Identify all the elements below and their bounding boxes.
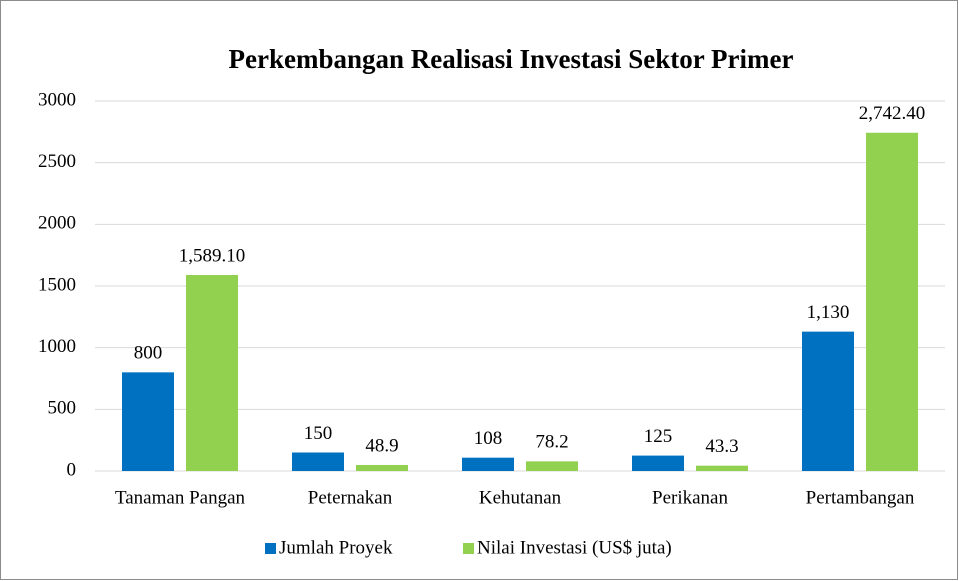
y-tick-label: 1000 [38, 336, 76, 357]
bar [866, 132, 918, 471]
legend-swatch [265, 543, 276, 554]
data-label: 43.3 [705, 436, 738, 457]
data-label: 800 [134, 343, 163, 364]
data-label: 150 [304, 423, 333, 444]
data-label: 125 [644, 426, 673, 447]
bar [632, 455, 684, 471]
y-tick-label: 2000 [38, 213, 76, 234]
y-tick-label: 1500 [38, 274, 76, 295]
chart-title: Perkembangan Realisasi Investasi Sektor … [229, 44, 794, 74]
bar [526, 461, 578, 471]
x-tick-label: Tanaman Pangan [115, 487, 246, 508]
bar [462, 457, 514, 471]
legend-label: Nilai Investasi (US$ juta) [477, 537, 672, 558]
y-tick-label: 3000 [38, 89, 76, 110]
y-tick-label: 2500 [38, 151, 76, 172]
bar [356, 464, 408, 471]
bar [696, 465, 748, 471]
bar [802, 331, 854, 471]
bar [186, 275, 238, 471]
data-label: 48.9 [365, 435, 398, 456]
y-tick-label: 0 [67, 459, 77, 480]
legend-swatch [463, 543, 474, 554]
data-label: 2,742.40 [859, 103, 926, 124]
y-tick-label: 500 [48, 398, 77, 419]
data-label: 78.2 [535, 432, 568, 453]
legend-label: Jumlah Proyek [279, 537, 393, 558]
x-tick-label: Peternakan [308, 487, 393, 508]
bar [292, 452, 344, 471]
bar [122, 372, 174, 471]
x-tick-label: Pertambangan [806, 487, 915, 508]
x-tick-label: Perikanan [652, 487, 728, 508]
data-label: 1,130 [807, 302, 850, 323]
x-tick-label: Kehutanan [479, 487, 562, 508]
data-label: 1,589.10 [179, 245, 246, 266]
data-label: 108 [474, 428, 503, 449]
